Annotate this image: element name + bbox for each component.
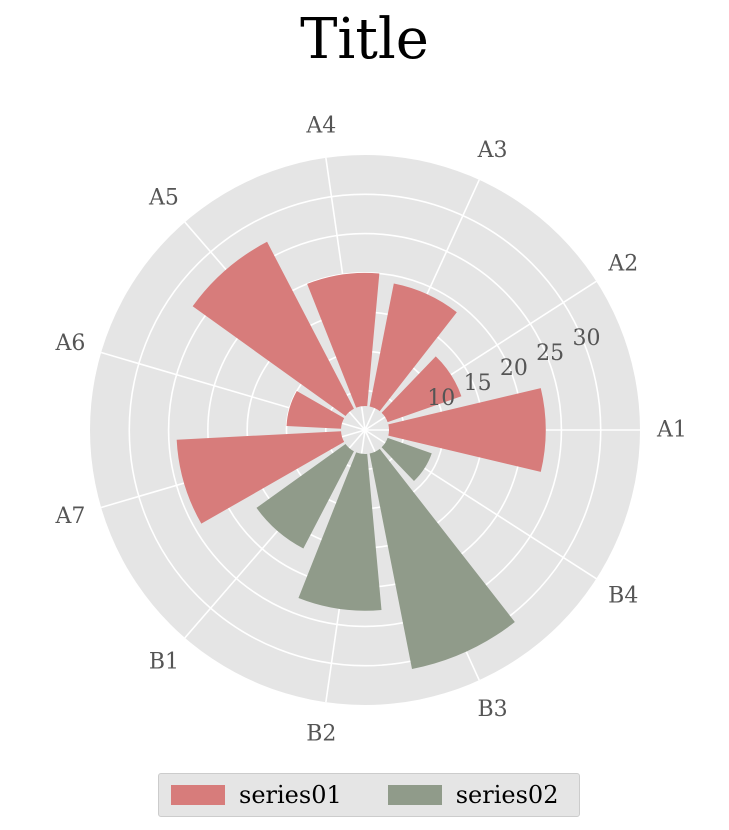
category-labels: A1 A2 A3 A4 A5 A6 A7 B1 B2 B3 B4 [54,114,686,747]
category-label-B2: B2 [306,721,336,746]
bar-B2 [298,452,382,611]
legend-item-series01: series01 [171,781,342,809]
legend-label-series02: series02 [455,781,559,809]
bar-A1 [388,388,546,472]
radial-tick-label: 30 [572,326,600,351]
radial-tick-label: 20 [500,356,528,381]
legend-label-series01: series01 [239,781,342,809]
category-label-A6: A6 [54,331,85,356]
legend: series01 series02 [158,773,580,817]
legend-item-series02: series02 [387,781,559,809]
chart-title: Title [300,7,429,72]
legend-swatch-series01 [171,785,225,805]
radial-tick-label: 25 [536,341,564,366]
category-label-A2: A2 [607,252,638,277]
bar-A6 [286,390,345,429]
bar-B4 [381,437,432,481]
category-label-A3: A3 [477,138,508,163]
bar-A2 [381,356,462,423]
bar-A4 [307,272,380,408]
radial-tick-labels: 10 15 20 25 30 [427,326,600,411]
category-label-A1: A1 [656,418,687,443]
bar-B3 [369,448,515,669]
bar-A3 [369,283,457,412]
category-label-B4: B4 [608,583,638,608]
polar-chart: 10 15 20 25 30 A1 A2 A3 A4 A5 A6 A7 B1 B2 B3 B4 [54,114,686,747]
legend-swatch-series02 [387,785,442,805]
bars [176,241,546,669]
bar-A7 [176,431,345,524]
category-label-B3: B3 [477,697,507,722]
category-label-A5: A5 [148,185,179,210]
radial-tick-label: 15 [464,371,492,396]
category-label-A4: A4 [305,114,336,139]
radial-tick-label: 10 [427,386,455,411]
bar-A5 [192,241,354,417]
category-label-B1: B1 [149,650,179,675]
category-label-A7: A7 [54,504,85,529]
bar-B1 [256,443,354,549]
